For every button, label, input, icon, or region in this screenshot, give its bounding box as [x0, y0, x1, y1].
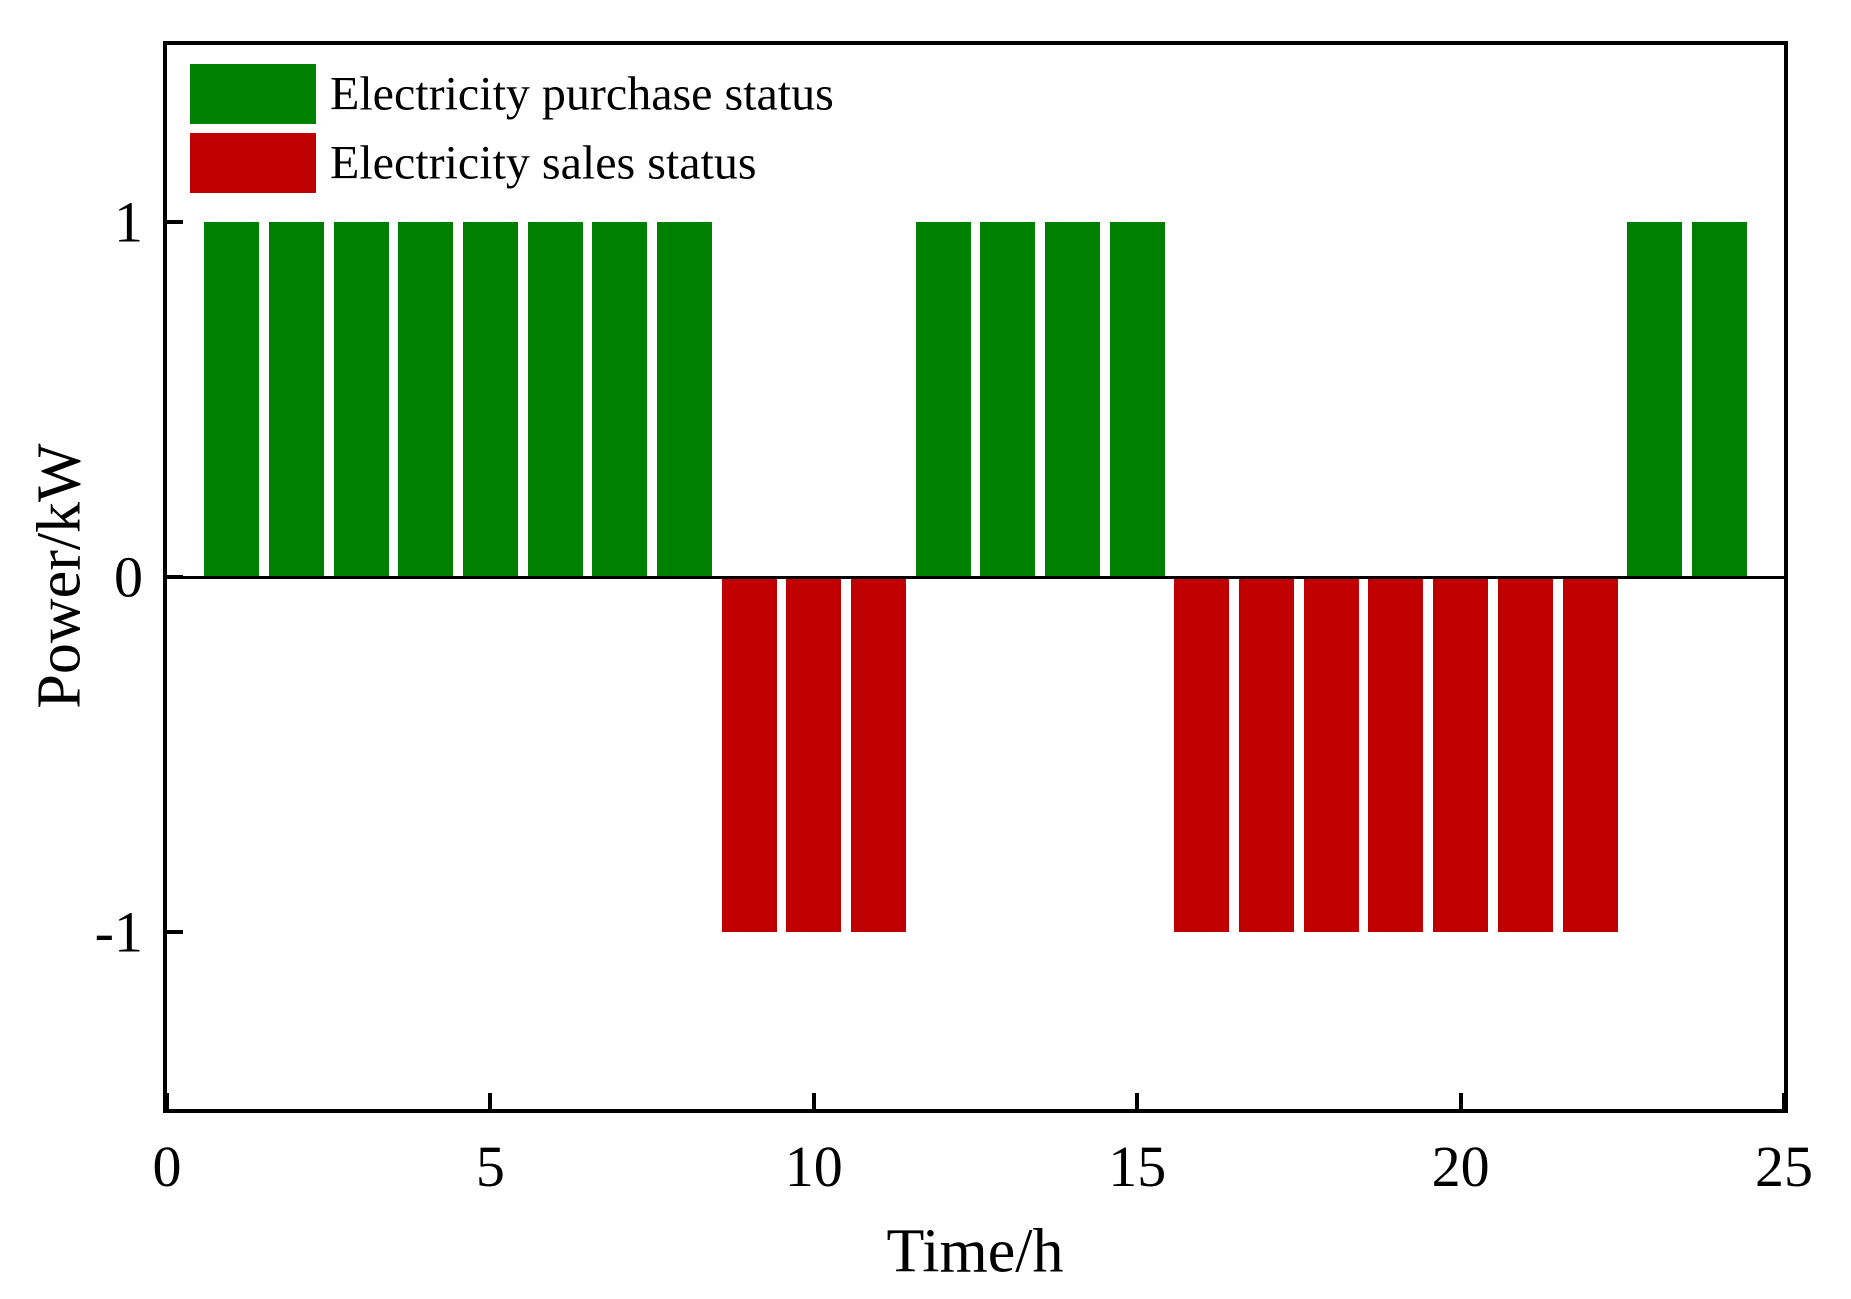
bar-purchase-hour-14: [1045, 222, 1100, 577]
plot-inner: Electricity purchase status Electricity s…: [167, 45, 1784, 1109]
bar-sales-hour-17: [1239, 577, 1295, 932]
x-tick-15: [1135, 1093, 1140, 1109]
bar-sales-hour-9: [721, 577, 777, 932]
x-tick-20: [1458, 1093, 1463, 1109]
bar-sales-hour-10: [786, 577, 842, 932]
legend-swatch-purchase: [190, 64, 316, 124]
bar-purchase-hour-3: [333, 222, 389, 577]
zero-line: [167, 575, 1784, 579]
x-tick-label-15: 15: [1108, 1134, 1167, 1199]
x-tick-5: [488, 1093, 493, 1109]
x-tick-10: [811, 1093, 816, 1109]
bar-purchase-hour-15: [1109, 222, 1165, 577]
x-tick-label-10: 10: [784, 1134, 843, 1199]
bar-sales-hour-18: [1303, 577, 1359, 932]
bar-purchase-hour-7: [592, 222, 648, 577]
y-tick-0: [167, 575, 183, 579]
bar-purchase-hour-5: [462, 222, 518, 577]
y-tick-label-1: 1: [114, 189, 143, 255]
bar-purchase-hour-8: [657, 222, 712, 577]
bar-sales-hour-11: [851, 577, 906, 932]
bar-purchase-hour-1: [204, 222, 260, 577]
x-axis-title: Time/h: [886, 1217, 1064, 1286]
bar-purchase-hour-2: [268, 222, 324, 577]
x-tick-label-25: 25: [1755, 1134, 1813, 1199]
bar-purchase-hour-4: [398, 222, 454, 577]
legend-label-purchase: Electricity purchase status: [330, 67, 834, 121]
y-tick-label--1: -1: [94, 899, 143, 965]
bar-purchase-hour-23: [1627, 222, 1683, 577]
y-tick-label-0: 0: [114, 544, 143, 610]
legend-label-sales: Electricity sales status: [330, 136, 757, 190]
x-tick-label-5: 5: [475, 1134, 505, 1199]
bar-sales-hour-19: [1368, 577, 1424, 932]
bar-purchase-hour-13: [980, 222, 1036, 577]
y-tick--1: [167, 929, 183, 934]
bar-sales-hour-21: [1497, 577, 1553, 932]
plot-area: Electricity purchase status Electricity s…: [163, 41, 1788, 1113]
legend-swatch-sales: [190, 133, 316, 193]
bar-sales-hour-16: [1174, 577, 1230, 932]
bar-purchase-hour-12: [915, 222, 971, 577]
x-tick-label-20: 20: [1431, 1134, 1490, 1199]
bar-sales-hour-20: [1433, 577, 1489, 932]
bar-sales-hour-22: [1562, 577, 1618, 932]
x-tick-0: [167, 1093, 169, 1109]
bar-purchase-hour-24: [1691, 222, 1747, 577]
x-tick-25: [1782, 1093, 1784, 1109]
x-tick-label-0: 0: [152, 1134, 182, 1199]
bar-purchase-hour-6: [527, 222, 583, 577]
y-tick-1: [167, 220, 183, 225]
